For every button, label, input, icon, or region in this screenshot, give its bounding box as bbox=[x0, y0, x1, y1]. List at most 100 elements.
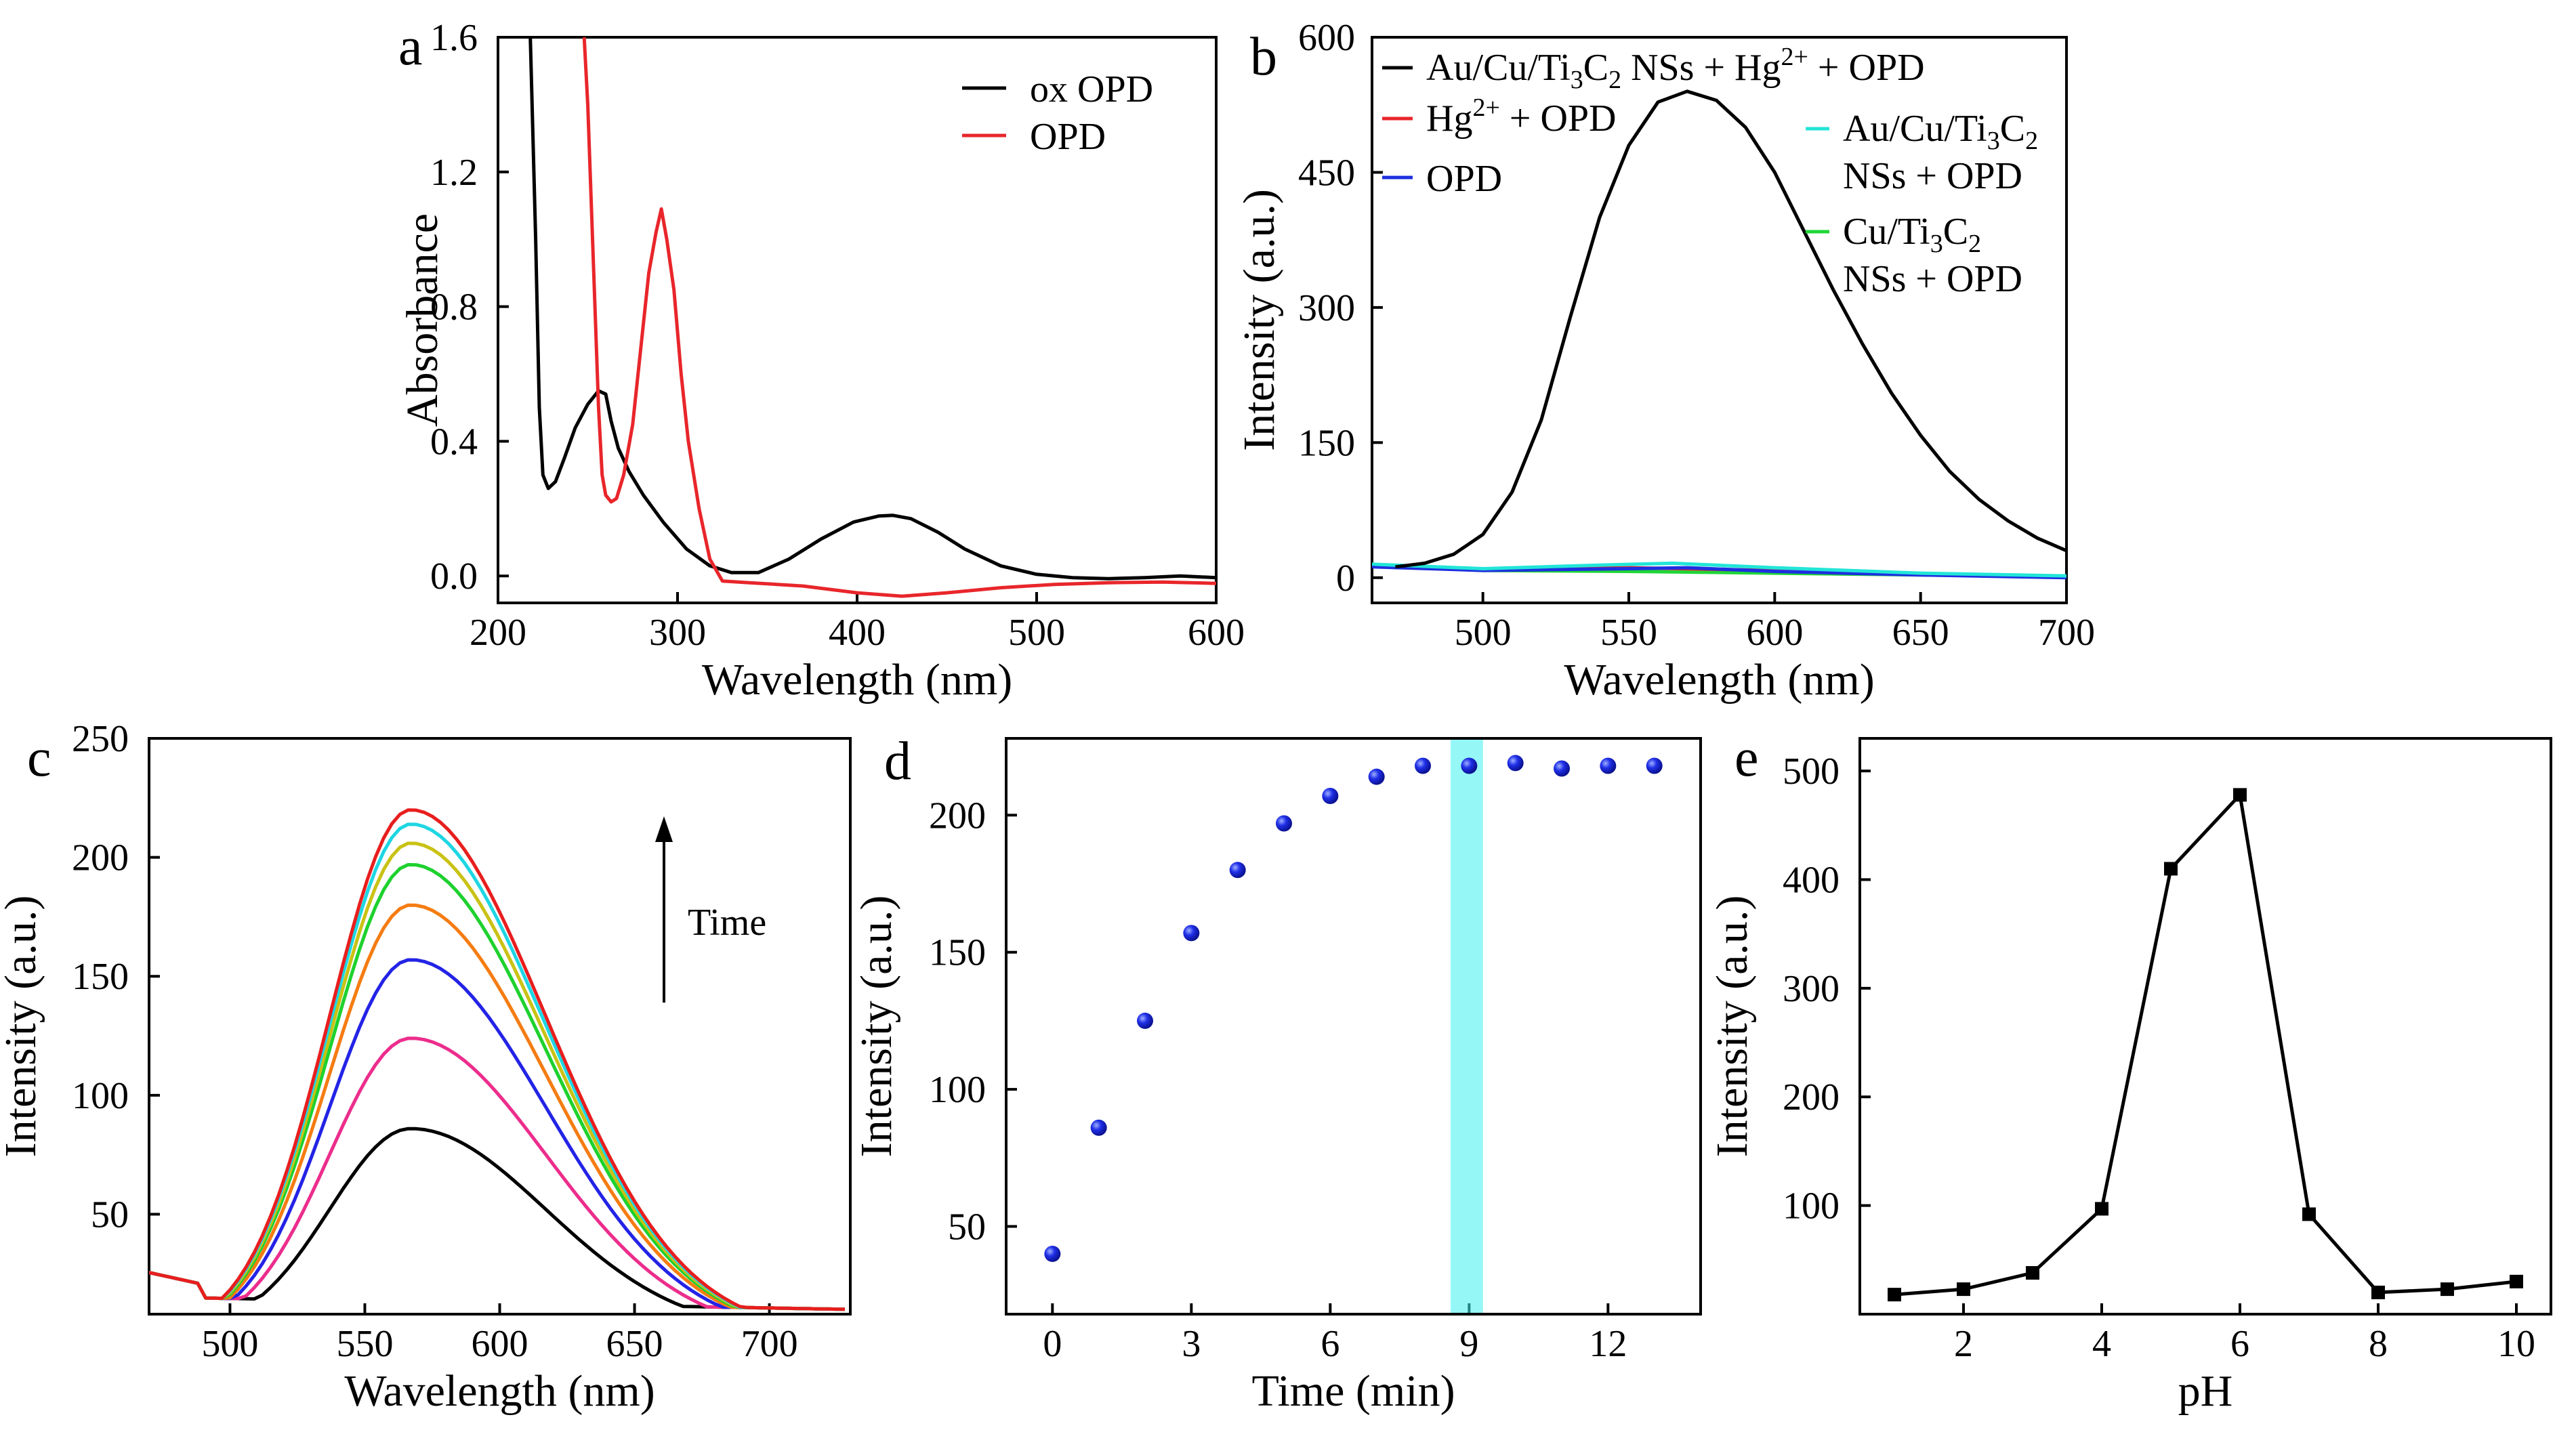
legend-label-b1: Au/Cu/Ti3C2 NSs + Hg2+ + OPD bbox=[1426, 43, 1925, 94]
x-tick-label: 550 bbox=[1600, 612, 1657, 654]
data-point bbox=[1368, 768, 1385, 785]
y-tick-label: 1.2 bbox=[430, 152, 478, 194]
data-point bbox=[2302, 1207, 2316, 1221]
series-aucu-opd bbox=[1372, 562, 2066, 578]
y-tick-label: 50 bbox=[91, 1194, 129, 1236]
panel-b-label: b bbox=[1250, 27, 1277, 87]
x-tick-label: 500 bbox=[201, 1323, 258, 1365]
y-tick-label: 150 bbox=[1298, 422, 1355, 464]
panel-e-label: e bbox=[1734, 728, 1759, 788]
panel-b-legend: Au/Cu/Ti3C2 NSs + Hg2+ + OPD Hg2+ + OPD … bbox=[1382, 43, 2038, 300]
y-tick-label: 0.4 bbox=[430, 421, 478, 463]
legend-label-b4a: Au/Cu/Ti3C2 bbox=[1843, 108, 2038, 155]
x-tick-label: 6 bbox=[2230, 1323, 2249, 1365]
x-tick-label: 10 bbox=[2497, 1323, 2535, 1365]
y-tick-label: 0.8 bbox=[430, 287, 478, 329]
panel-d-frame bbox=[1005, 737, 1702, 1316]
data-point bbox=[1646, 757, 1663, 774]
series-curve bbox=[149, 808, 846, 1311]
data-point bbox=[1090, 1119, 1107, 1136]
y-tick-label: 1.6 bbox=[430, 17, 478, 59]
y-tick-label: 0 bbox=[1336, 558, 1355, 600]
y-tick-label: 200 bbox=[1783, 1076, 1840, 1118]
panel-a: 200 300 400 500 600 0.0 0.4 0.8 1.2 1.6 Wavelength… bbox=[398, 17, 1245, 705]
y-tick-label: 150 bbox=[72, 956, 129, 998]
highlight-band bbox=[1451, 740, 1483, 1313]
time-arrow-head bbox=[655, 816, 673, 842]
y-tick-label: 600 bbox=[1298, 17, 1355, 59]
x-tick-label: 650 bbox=[1892, 612, 1949, 654]
panel-c-label: c bbox=[27, 728, 51, 788]
series-opd bbox=[1372, 565, 2066, 580]
panel-e: 2 4 6 8 10 100 200 300 400 500 pH Intensity (a.u.) bbox=[1707, 737, 2552, 1416]
x-tick-label: 700 bbox=[741, 1323, 798, 1365]
x-tick-label: 12 bbox=[1589, 1323, 1627, 1365]
panel-a-legend: ox OPD OPD bbox=[962, 68, 1153, 158]
legend-label-b2: Hg2+ + OPD bbox=[1426, 93, 1617, 140]
y-tick-label: 500 bbox=[1783, 751, 1840, 793]
series-opd bbox=[582, 37, 1216, 598]
y-tick-label: 200 bbox=[72, 837, 129, 879]
series-ph-line bbox=[1894, 793, 2517, 1297]
data-point bbox=[1044, 1245, 1061, 1262]
x-tick-label: 200 bbox=[470, 612, 526, 654]
x-axis-title: Time (min) bbox=[1251, 1366, 1455, 1416]
x-axis-title: Wavelength (nm) bbox=[1564, 655, 1874, 705]
x-tick-label: 6 bbox=[1321, 1323, 1339, 1365]
x-tick-label: 550 bbox=[336, 1323, 393, 1365]
x-tick-label: 2 bbox=[1954, 1323, 1973, 1365]
y-tick-label: 100 bbox=[72, 1075, 129, 1117]
x-tick-label: 4 bbox=[2092, 1323, 2111, 1365]
x-tick-label: 0 bbox=[1043, 1323, 1062, 1365]
y-tick-label: 0.0 bbox=[430, 555, 478, 597]
panel-a-frame bbox=[497, 36, 1218, 604]
data-point bbox=[1957, 1282, 1970, 1297]
panel-a-label: a bbox=[398, 17, 423, 77]
x-tick-label: 3 bbox=[1182, 1323, 1201, 1365]
data-point bbox=[2095, 1202, 2108, 1216]
data-point bbox=[1322, 788, 1339, 804]
y-tick-label: 300 bbox=[1783, 968, 1840, 1010]
series-curve bbox=[149, 822, 846, 1311]
y-tick-label: 250 bbox=[72, 718, 129, 760]
series-aucu-hg-opd bbox=[1395, 89, 2066, 569]
x-tick-label: 8 bbox=[2369, 1323, 2388, 1365]
y-axis-title: Intensity (a.u.) bbox=[852, 896, 901, 1158]
y-tick-label: 400 bbox=[1783, 859, 1840, 901]
x-tick-label: 600 bbox=[472, 1323, 528, 1365]
x-tick-label: 650 bbox=[606, 1323, 663, 1365]
y-tick-label: 150 bbox=[929, 932, 986, 974]
panel-b-frame bbox=[1371, 36, 2068, 604]
data-point bbox=[2233, 788, 2247, 802]
y-tick-label: 100 bbox=[929, 1069, 986, 1111]
data-point bbox=[2510, 1274, 2523, 1288]
y-tick-label: 200 bbox=[929, 795, 986, 837]
data-point bbox=[1415, 757, 1431, 774]
x-tick-label: 400 bbox=[829, 612, 886, 654]
data-point bbox=[1600, 757, 1617, 774]
x-axis-title: Wavelength (nm) bbox=[344, 1366, 655, 1416]
data-point bbox=[2371, 1285, 2385, 1299]
legend-label-b5b: NSs + OPD bbox=[1843, 258, 2022, 300]
y-axis-title: Intensity (a.u.) bbox=[1707, 896, 1757, 1158]
data-point bbox=[2440, 1282, 2454, 1297]
panel-c-frame bbox=[148, 737, 852, 1316]
x-tick-label: 600 bbox=[1746, 612, 1803, 654]
x-tick-label: 500 bbox=[1455, 612, 1512, 654]
legend-label-b5a: Cu/Ti3C2 bbox=[1843, 211, 1981, 258]
y-axis-title: Intensity (a.u.) bbox=[0, 896, 45, 1158]
y-axis-title: Intensity (a.u.) bbox=[1234, 189, 1284, 451]
legend-label-b4b: NSs + OPD bbox=[1843, 155, 2022, 197]
x-tick-label: 500 bbox=[1008, 612, 1065, 654]
data-point bbox=[1137, 1012, 1153, 1029]
data-point bbox=[1229, 862, 1246, 879]
data-point bbox=[1507, 755, 1524, 772]
x-tick-label: 9 bbox=[1459, 1323, 1478, 1365]
panel-d-label: d bbox=[884, 732, 911, 791]
y-tick-label: 100 bbox=[1783, 1185, 1840, 1227]
time-annotation: Time bbox=[688, 902, 766, 944]
data-point bbox=[2164, 862, 2178, 876]
series-ox-opd bbox=[528, 37, 1216, 581]
